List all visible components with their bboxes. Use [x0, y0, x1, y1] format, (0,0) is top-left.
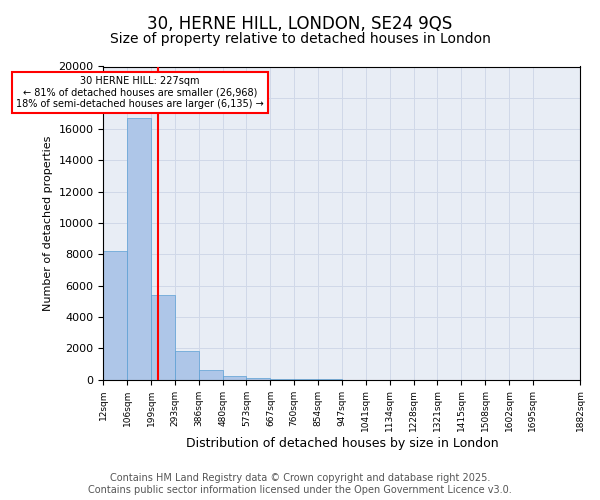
Bar	[103, 251, 127, 380]
Y-axis label: Number of detached properties: Number of detached properties	[43, 136, 53, 310]
Text: Contains HM Land Registry data © Crown copyright and database right 2025.
Contai: Contains HM Land Registry data © Crown c…	[88, 474, 512, 495]
Bar	[271, 379, 294, 380]
Bar	[175, 352, 199, 380]
Text: 30, HERNE HILL, LONDON, SE24 9QS: 30, HERNE HILL, LONDON, SE24 9QS	[148, 15, 452, 33]
Bar	[247, 378, 271, 380]
Text: 30 HERNE HILL: 227sqm
← 81% of detached houses are smaller (26,968)
18% of semi-: 30 HERNE HILL: 227sqm ← 81% of detached …	[16, 76, 263, 109]
Text: Size of property relative to detached houses in London: Size of property relative to detached ho…	[110, 32, 490, 46]
Bar	[127, 118, 151, 380]
Bar	[223, 376, 247, 380]
Bar	[151, 295, 175, 380]
X-axis label: Distribution of detached houses by size in London: Distribution of detached houses by size …	[185, 437, 498, 450]
Bar	[199, 370, 223, 380]
